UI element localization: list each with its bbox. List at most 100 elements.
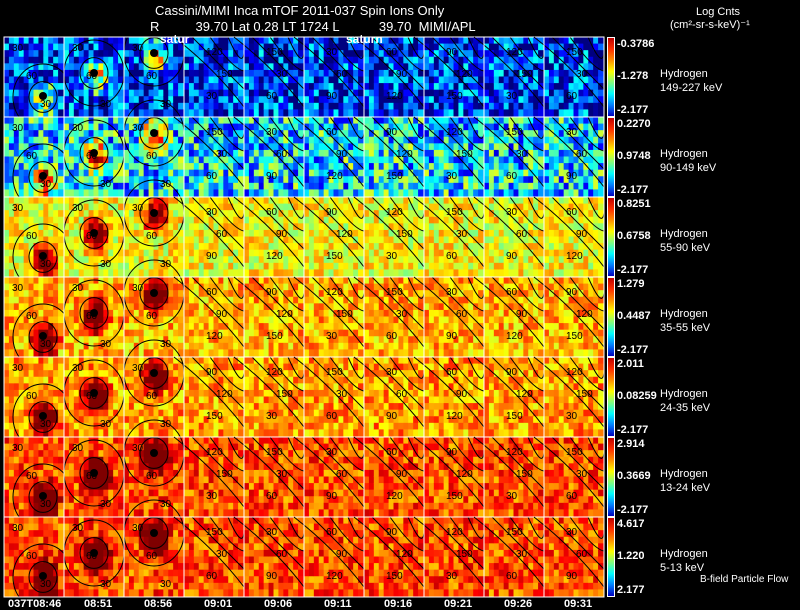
pixel (528, 189, 534, 197)
pixel (463, 63, 469, 71)
pixel (313, 256, 320, 264)
pixel (484, 229, 490, 237)
pixel (68, 176, 75, 184)
pixel (133, 269, 140, 277)
pixel (518, 189, 524, 197)
contour-line (173, 36, 245, 108)
pixel (378, 229, 385, 237)
pixel (458, 182, 464, 190)
pixel (124, 156, 130, 164)
pixel (428, 50, 435, 58)
pixel (33, 56, 39, 64)
pixel (408, 63, 414, 71)
pixel (173, 69, 179, 77)
pixel (168, 50, 174, 58)
pixel (388, 189, 394, 197)
pixel (433, 182, 440, 190)
pixel (33, 197, 39, 205)
pixel (568, 229, 574, 237)
pixel (58, 136, 64, 144)
pixel (38, 203, 44, 211)
pixel (23, 216, 30, 224)
pixel (203, 83, 210, 91)
pixel (458, 256, 464, 264)
pixel (333, 102, 339, 110)
pixel (153, 169, 159, 177)
pixel (388, 63, 394, 71)
pixel (593, 136, 599, 144)
pixel (13, 256, 20, 264)
title-line2: R 39.70 Lat 0.28 LT 1724 L 39.70 MIMI/AP… (150, 19, 476, 34)
pixel (428, 176, 435, 184)
pixel (23, 136, 30, 144)
pixel (433, 149, 440, 157)
pixel (18, 123, 25, 131)
pixel (78, 117, 85, 125)
pixel (593, 269, 599, 277)
pixel (528, 102, 534, 110)
pixel (533, 83, 539, 91)
pixel (503, 262, 510, 270)
pixel (563, 63, 570, 71)
pixel (18, 102, 25, 110)
pixel (68, 262, 75, 270)
pixel (103, 50, 109, 58)
pixel (488, 63, 495, 71)
pixel (343, 109, 349, 117)
pixel (323, 96, 330, 104)
pixel (88, 203, 94, 211)
pixel (583, 269, 589, 277)
pixel (83, 176, 90, 184)
pixel (153, 269, 159, 277)
pixel (588, 69, 594, 77)
pixel (488, 182, 495, 190)
pixel (108, 156, 114, 164)
pixel (383, 50, 390, 58)
pixel (258, 89, 265, 97)
pixel (523, 269, 529, 277)
pixel (523, 249, 529, 257)
pixel (548, 262, 555, 270)
pixel (258, 176, 265, 184)
pixel (304, 210, 310, 218)
pixel (408, 69, 414, 77)
pixel (308, 223, 315, 231)
pixel (383, 236, 390, 244)
pixel (83, 69, 90, 77)
pixel (493, 43, 500, 51)
pixel (428, 83, 435, 91)
pixel (68, 37, 75, 45)
pixel (544, 37, 550, 45)
pixel (328, 83, 334, 91)
pixel (493, 223, 500, 231)
pixel (113, 69, 119, 77)
pixel (453, 269, 459, 277)
pixel (343, 83, 349, 91)
pixel (193, 43, 200, 51)
pixel (168, 109, 174, 117)
pixel (218, 169, 224, 177)
pixel (248, 269, 255, 277)
pixel (558, 210, 565, 218)
pixel (73, 102, 80, 110)
pixel (368, 109, 375, 117)
pixel (253, 149, 260, 157)
pixel (233, 269, 239, 277)
pixel (588, 182, 594, 190)
pixel (223, 249, 229, 257)
pixel (64, 342, 70, 350)
pixel (544, 149, 550, 157)
pixel (463, 89, 469, 97)
pixel (533, 262, 539, 270)
contour-line (509, 36, 545, 72)
pixel (353, 43, 359, 51)
contour-line (449, 36, 485, 72)
pixel (393, 56, 399, 64)
pixel (93, 123, 99, 131)
pixel (238, 156, 244, 164)
pixel (113, 123, 119, 131)
pixel (333, 269, 339, 277)
pixel (484, 163, 490, 171)
pixel (178, 182, 184, 190)
